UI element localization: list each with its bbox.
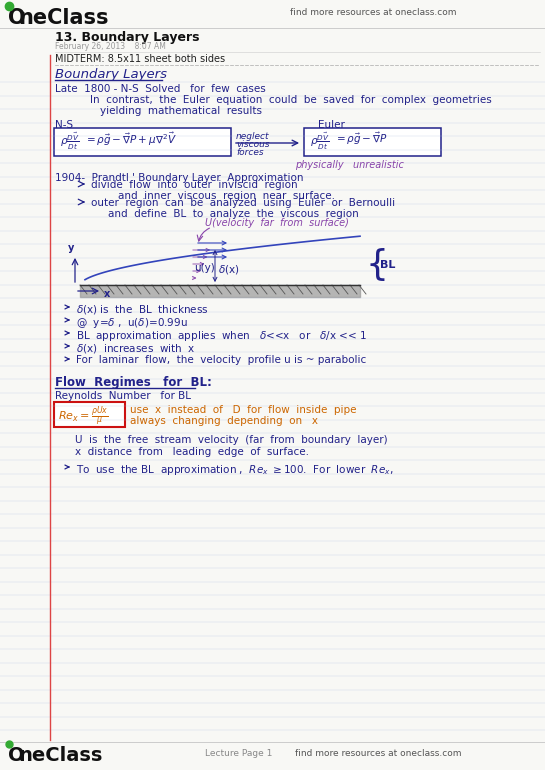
FancyBboxPatch shape <box>53 401 124 427</box>
Text: O: O <box>8 746 25 765</box>
Text: 1904-  Prandtl ' Boundary Layer  Approximation: 1904- Prandtl ' Boundary Layer Approxima… <box>55 173 304 183</box>
Text: divide  flow  into  outer  inviscid  region: divide flow into outer inviscid region <box>91 180 298 190</box>
Text: $= \rho\vec{g} - \vec{\nabla}P$: $= \rho\vec{g} - \vec{\nabla}P$ <box>334 131 388 148</box>
Text: and  define  BL  to  analyze  the  viscous  region: and define BL to analyze the viscous reg… <box>108 209 359 219</box>
FancyBboxPatch shape <box>54 128 231 156</box>
Text: U  is  the  free  stream  velocity  (far  from  boundary  layer): U is the free stream velocity (far from … <box>75 435 387 445</box>
Text: Lecture Page 1: Lecture Page 1 <box>205 749 272 758</box>
Text: For  laminar  flow,  the  velocity  profile u is ~ parabolic: For laminar flow, the velocity profile u… <box>76 355 366 365</box>
Text: In  contrast,  the  Euler  equation  could  be  saved  for  complex  geometries: In contrast, the Euler equation could be… <box>90 95 492 105</box>
Text: $\rho\frac{D\vec{V}}{Dt}$: $\rho\frac{D\vec{V}}{Dt}$ <box>60 131 80 152</box>
Text: 13. Boundary Layers: 13. Boundary Layers <box>55 31 199 44</box>
Text: BL  approximation  applies  when   $\delta$<<x   or   $\delta$/x << 1: BL approximation applies when $\delta$<<… <box>76 329 367 343</box>
Text: find more resources at oneclass.com: find more resources at oneclass.com <box>290 8 457 17</box>
Text: u(y): u(y) <box>194 263 215 273</box>
Text: To  use  the BL  approximation ,  $Re_x$ $\geq$100.  For  lower  $Re_x$,: To use the BL approximation , $Re_x$ $\g… <box>76 463 393 477</box>
Text: forces: forces <box>236 148 264 157</box>
Text: Flow  Regimes   for  BL:: Flow Regimes for BL: <box>55 376 212 389</box>
Text: use  x  instead  of   D  for  flow  inside  pipe: use x instead of D for flow inside pipe <box>130 405 356 415</box>
Text: @  y=$\delta$ ,  u($\delta$)=0.99u: @ y=$\delta$ , u($\delta$)=0.99u <box>76 316 188 330</box>
Text: O: O <box>8 8 26 28</box>
Text: neClass: neClass <box>18 746 102 765</box>
Text: $Re_x = \frac{\rho U x}{\mu}$: $Re_x = \frac{\rho U x}{\mu}$ <box>58 405 108 429</box>
Text: {: { <box>365 248 388 282</box>
Text: $\delta$(x): $\delta$(x) <box>218 263 240 276</box>
FancyBboxPatch shape <box>304 128 441 156</box>
Text: viscous: viscous <box>236 140 270 149</box>
Text: x  distance  from   leading  edge  of  surface.: x distance from leading edge of surface. <box>75 447 309 457</box>
Text: U(velocity  far  from  surface): U(velocity far from surface) <box>205 218 349 228</box>
Text: x: x <box>104 289 110 299</box>
Text: $\delta$(x)  increases  with  x: $\delta$(x) increases with x <box>76 342 196 355</box>
Text: y: y <box>68 243 74 253</box>
Text: physically   unrealistic: physically unrealistic <box>295 160 404 170</box>
Text: outer  region  can  be  analyzed  using  Euler  or  Bernoulli: outer region can be analyzed using Euler… <box>91 198 395 208</box>
Text: $= \rho\vec{g} - \vec{\nabla}P + \mu\nabla^2\vec{V}$: $= \rho\vec{g} - \vec{\nabla}P + \mu\nab… <box>84 131 177 149</box>
Text: yielding  mathematical  results: yielding mathematical results <box>100 106 262 116</box>
Text: neglect: neglect <box>236 132 269 141</box>
Text: $\rho\frac{D\vec{V}}{Dt}$: $\rho\frac{D\vec{V}}{Dt}$ <box>310 131 330 152</box>
Text: Euler: Euler <box>318 120 345 130</box>
Text: and  inner  viscous  region  near  surface.: and inner viscous region near surface. <box>118 191 335 201</box>
Text: always  changing  depending  on   x: always changing depending on x <box>130 416 318 426</box>
Text: find more resources at oneclass.com: find more resources at oneclass.com <box>295 749 462 758</box>
Text: Boundary Layers: Boundary Layers <box>55 68 167 81</box>
Text: Late  1800 - N-S  Solved   for  few  cases: Late 1800 - N-S Solved for few cases <box>55 84 266 94</box>
Text: MIDTERM: 8.5x11 sheet both sides: MIDTERM: 8.5x11 sheet both sides <box>55 54 225 64</box>
Text: $\delta$(x) is  the  BL  thickness: $\delta$(x) is the BL thickness <box>76 303 209 316</box>
Text: BL: BL <box>380 260 395 270</box>
Text: Reynolds  Number   for BL: Reynolds Number for BL <box>55 391 191 401</box>
Text: neClass: neClass <box>18 8 108 28</box>
Text: February 26, 2013    8:07 AM: February 26, 2013 8:07 AM <box>55 42 166 51</box>
Text: N-S: N-S <box>55 120 73 130</box>
